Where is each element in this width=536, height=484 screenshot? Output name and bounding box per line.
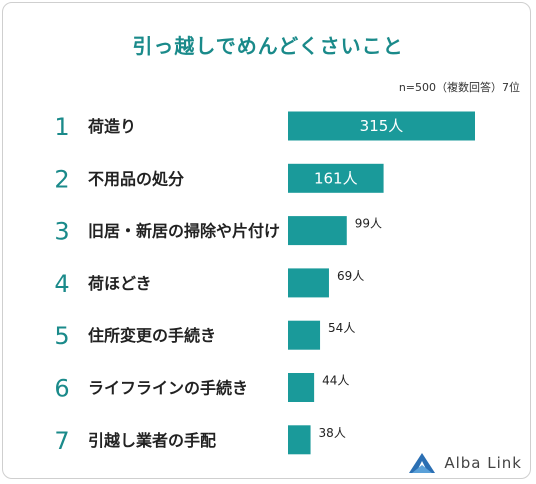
rank-number: 1: [54, 113, 69, 141]
value-label: 315人: [360, 117, 404, 135]
rank-number: 2: [54, 165, 69, 193]
category-label: 引越し業者の手配: [88, 431, 216, 450]
category-label: ライフラインの手続き: [88, 379, 248, 398]
value-label: 161人: [314, 169, 358, 187]
brand-logo: Alba Link: [408, 452, 522, 474]
bar: [288, 373, 315, 402]
chart-frame: [2, 2, 531, 479]
sample-note: n=500（複数回答）7位: [398, 81, 520, 94]
bar: [288, 320, 321, 350]
bar: [288, 111, 475, 141]
bar: [288, 163, 384, 193]
bar: [288, 268, 329, 298]
value-label: 99人: [355, 217, 382, 231]
category-label: 不用品の処分: [88, 169, 184, 188]
rank-number: 6: [54, 375, 69, 403]
rank-number: 4: [54, 270, 69, 298]
rank-number: 3: [54, 218, 69, 246]
chart-title: 引っ越しでめんどくさいこと: [132, 34, 404, 58]
value-label: 54人: [328, 321, 355, 335]
value-label: 38人: [319, 426, 346, 440]
alba-link-logo-icon: [409, 453, 436, 473]
brand-name: Alba Link: [444, 454, 522, 472]
bar: [288, 425, 311, 455]
rank-number: 7: [54, 427, 69, 455]
category-label: 荷ほどき: [88, 274, 152, 293]
value-label: 44人: [322, 374, 349, 388]
category-label: 住所変更の手続き: [88, 326, 216, 345]
rank-number: 5: [54, 322, 69, 350]
category-label: 旧居・新居の掃除や片付け: [88, 222, 280, 241]
value-label: 69人: [337, 269, 364, 283]
bar: [288, 216, 347, 246]
category-label: 荷造り: [88, 117, 136, 136]
